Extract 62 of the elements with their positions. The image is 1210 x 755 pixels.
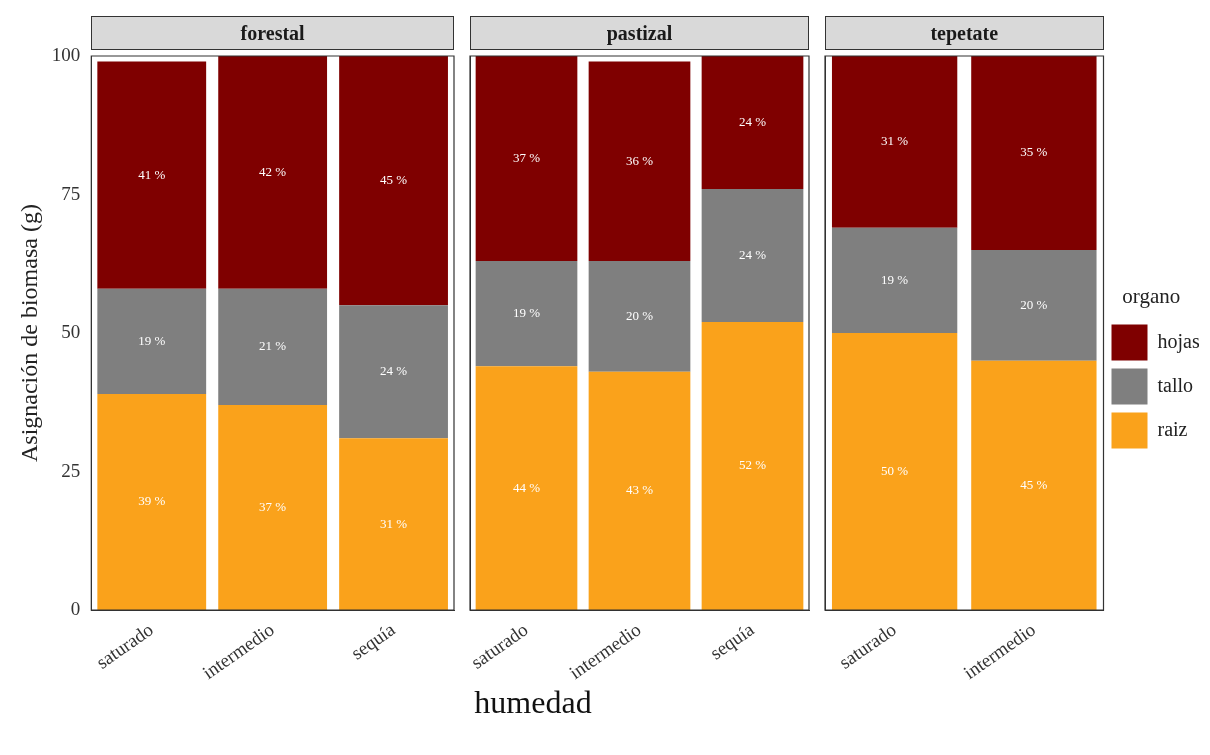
data-label: 35 % xyxy=(1020,144,1048,160)
bar xyxy=(971,360,1097,611)
data-label: 20 % xyxy=(625,307,654,323)
data-label: 19 % xyxy=(512,305,541,321)
data-label: 20 % xyxy=(1020,296,1048,312)
bar xyxy=(701,321,804,611)
bar xyxy=(97,394,207,611)
data-label: 21 % xyxy=(259,338,287,354)
bar xyxy=(475,261,578,367)
data-label: 44 % xyxy=(512,479,541,495)
bar xyxy=(97,288,207,395)
y-tick-label: 25 xyxy=(61,459,81,481)
legend-label: hojas xyxy=(1157,329,1200,353)
chart-title: forestal xyxy=(91,16,454,50)
y-axis-title: Asignación de biomasa (g) xyxy=(15,204,42,463)
x-axis-title: humedad xyxy=(473,684,593,721)
data-label: 31 % xyxy=(881,133,909,149)
data-label: 43 % xyxy=(625,482,654,498)
data-label: 45 % xyxy=(380,172,408,188)
bar xyxy=(218,288,328,406)
y-tick-label: 100 xyxy=(51,43,81,65)
y-tick-label: 0 xyxy=(70,598,81,620)
bar xyxy=(831,227,958,334)
bar xyxy=(339,305,448,439)
bar xyxy=(701,56,804,189)
data-label: 19 % xyxy=(881,271,909,287)
y-tick-label: 75 xyxy=(61,182,81,204)
bar xyxy=(831,56,958,228)
bar xyxy=(701,188,804,322)
data-label: 41 % xyxy=(138,166,166,182)
data-label: 45 % xyxy=(1020,476,1048,492)
bar xyxy=(218,56,328,289)
bar xyxy=(218,405,328,611)
chart-title: pastizal xyxy=(470,16,809,50)
bar xyxy=(588,61,691,262)
data-label: 19 % xyxy=(138,332,166,348)
data-label: 31 % xyxy=(380,515,408,531)
bar xyxy=(339,438,448,611)
chart-title: tepetate xyxy=(825,16,1104,50)
bar xyxy=(971,249,1097,361)
legend-title: organo xyxy=(1122,284,1181,309)
bar xyxy=(339,56,448,306)
data-label: 36 % xyxy=(625,152,654,168)
legend-label: raiz xyxy=(1157,417,1188,440)
legend-label: tallo xyxy=(1157,373,1194,396)
data-label: 52 % xyxy=(738,457,767,473)
data-label: 42 % xyxy=(259,163,287,179)
bar xyxy=(475,56,578,262)
bar xyxy=(971,56,1097,250)
bar xyxy=(588,371,691,611)
y-tick-label: 50 xyxy=(61,321,81,343)
bar xyxy=(97,61,207,289)
data-label: 37 % xyxy=(259,499,287,515)
bar xyxy=(831,333,958,611)
data-label: 37 % xyxy=(512,149,541,165)
data-label: 50 % xyxy=(881,463,909,479)
data-label: 24 % xyxy=(738,113,767,129)
data-label: 24 % xyxy=(738,246,767,262)
data-label: 24 % xyxy=(380,363,408,379)
bar xyxy=(475,366,578,611)
data-label: 39 % xyxy=(138,493,166,509)
bar xyxy=(588,261,691,372)
